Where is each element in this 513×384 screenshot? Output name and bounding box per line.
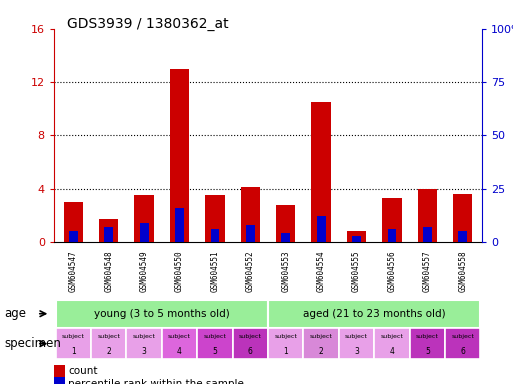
Bar (134, 195, 154, 242)
Bar (205, 195, 225, 242)
Bar (55, 300, 268, 328)
Bar (170, 69, 189, 242)
Text: GSM604557: GSM604557 (423, 251, 432, 293)
Bar (347, 231, 366, 242)
Text: 2: 2 (106, 347, 111, 356)
Text: GSM604550: GSM604550 (175, 251, 184, 293)
Text: GSM604554: GSM604554 (317, 251, 326, 293)
Bar (175, 208, 184, 242)
Text: GSM604555: GSM604555 (352, 251, 361, 293)
Text: aged (21 to 23 months old): aged (21 to 23 months old) (303, 309, 446, 319)
Text: young (3 to 5 months old): young (3 to 5 months old) (94, 309, 230, 319)
Bar (311, 102, 331, 242)
Text: subject: subject (381, 334, 403, 339)
Bar (387, 229, 397, 242)
Text: GSM604551: GSM604551 (210, 251, 220, 293)
Text: GSM604553: GSM604553 (281, 251, 290, 293)
Bar (162, 328, 197, 359)
Text: 1: 1 (283, 347, 288, 356)
Text: specimen: specimen (4, 337, 61, 350)
Bar (339, 328, 374, 359)
Bar (268, 328, 304, 359)
Bar (281, 233, 290, 242)
Text: GSM604558: GSM604558 (458, 251, 467, 293)
Text: GDS3939 / 1380362_at: GDS3939 / 1380362_at (67, 17, 228, 31)
Text: percentile rank within the sample: percentile rank within the sample (68, 379, 244, 384)
Bar (352, 235, 361, 242)
Text: 2: 2 (319, 347, 324, 356)
Text: 3: 3 (142, 347, 147, 356)
Bar (197, 328, 232, 359)
Text: subject: subject (416, 334, 439, 339)
Bar (140, 223, 149, 242)
Text: GSM604548: GSM604548 (104, 251, 113, 293)
Text: 1: 1 (71, 347, 76, 356)
Bar (276, 205, 295, 242)
Bar (64, 202, 83, 242)
Bar (382, 198, 402, 242)
Bar (453, 194, 472, 242)
Text: subject: subject (310, 334, 332, 339)
Bar (246, 225, 255, 242)
Text: subject: subject (274, 334, 297, 339)
Bar (55, 328, 91, 359)
Bar (304, 328, 339, 359)
Text: GSM604547: GSM604547 (69, 251, 78, 293)
Bar (99, 219, 119, 242)
Text: subject: subject (345, 334, 368, 339)
Text: subject: subject (97, 334, 120, 339)
Text: 5: 5 (212, 347, 218, 356)
Text: GSM604549: GSM604549 (140, 251, 149, 293)
Bar (374, 328, 410, 359)
Text: subject: subject (239, 334, 262, 339)
Text: subject: subject (204, 334, 226, 339)
Text: GSM604552: GSM604552 (246, 251, 255, 293)
Text: 6: 6 (248, 347, 253, 356)
Text: GSM604556: GSM604556 (387, 251, 397, 293)
Text: 3: 3 (354, 347, 359, 356)
Bar (410, 328, 445, 359)
Bar (418, 189, 437, 242)
Text: 4: 4 (177, 347, 182, 356)
Bar (210, 229, 220, 242)
Text: 5: 5 (425, 347, 430, 356)
Bar (445, 328, 481, 359)
Bar (268, 300, 481, 328)
Text: subject: subject (168, 334, 191, 339)
Bar (91, 328, 126, 359)
Text: 4: 4 (389, 347, 394, 356)
Text: subject: subject (62, 334, 85, 339)
Text: subject: subject (451, 334, 474, 339)
Bar (241, 187, 260, 242)
Bar (459, 231, 467, 242)
Text: subject: subject (133, 334, 155, 339)
Text: count: count (68, 366, 98, 376)
Text: age: age (4, 307, 26, 320)
Bar (232, 328, 268, 359)
Bar (423, 227, 432, 242)
Text: 6: 6 (460, 347, 465, 356)
Bar (104, 227, 113, 242)
Bar (317, 216, 326, 242)
Bar (126, 328, 162, 359)
Bar (69, 231, 77, 242)
